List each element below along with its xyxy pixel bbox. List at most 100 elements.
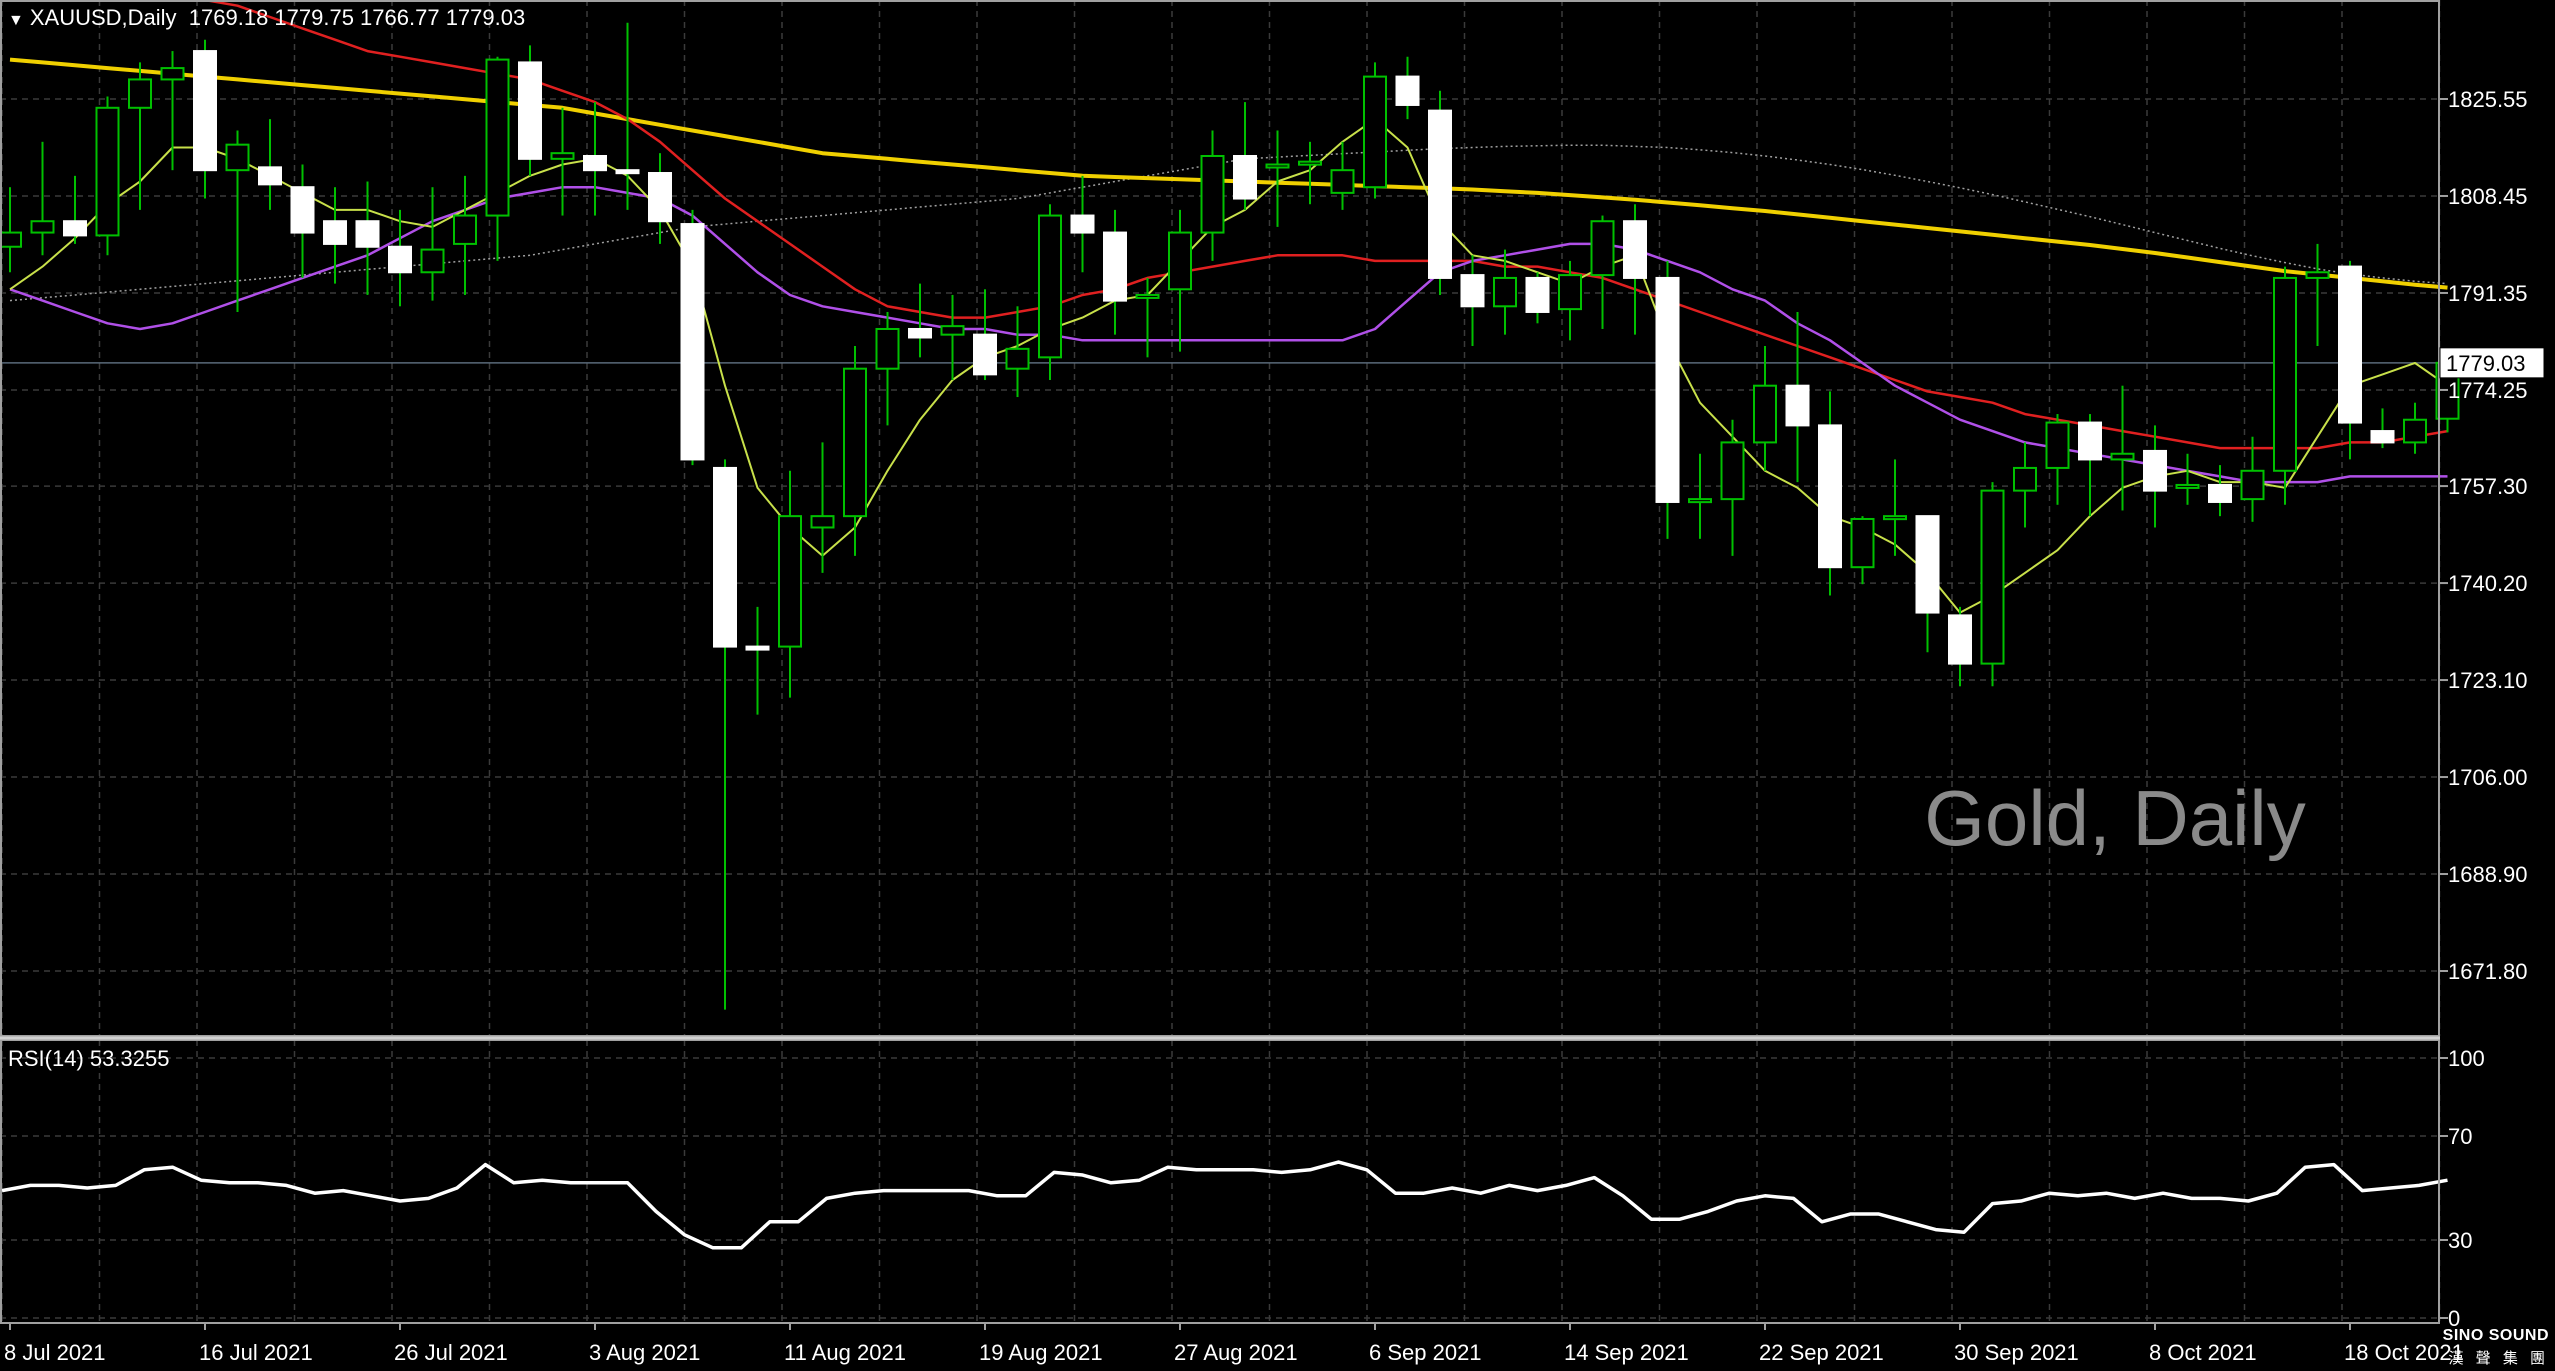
candle-down [388,245,412,274]
candle-down [908,327,932,339]
candle-up [2045,421,2070,469]
candle-up [128,78,152,109]
candle-up [843,367,867,518]
candle-down [2078,421,2102,461]
candle-down [355,220,380,248]
candle-down [713,466,737,648]
price-tick-label: 1791.35 [2448,281,2528,306]
price-tick-label: 1757.30 [2448,474,2528,499]
candle-up [225,143,250,172]
candle-up [1980,489,2005,665]
time-tick-label: 30 Sep 2021 [1954,1340,2079,1365]
time-tick-label: 18 Oct 2021 [2344,1340,2464,1365]
logo-name: SINO SOUND [2442,1327,2549,1344]
candle-up [1688,498,1712,504]
candle-up [778,515,802,648]
time-tick-label: 3 Aug 2021 [589,1340,700,1365]
candle-up [2305,271,2330,279]
candle-down [1233,154,1257,200]
candle-up [2013,466,2037,492]
candle-up [1753,384,1777,444]
dropdown-triangle-icon[interactable]: ▼ [8,12,24,29]
current-price-value: 1779.03 [2446,351,2526,376]
candle-up [1298,160,1322,166]
price-tick-label: 1671.80 [2448,959,2528,984]
candle-up [0,231,22,248]
logo-subtitle: 漢 聲 集 團 [2448,1350,2549,1367]
rsi-series-line [1,1160,2448,1250]
price-axis: 1825.55 1808.45 1791.35 1774.25 1757.30 1740.… [2438,87,2528,984]
ohlc-values: 1769.18 1779.75 1766.77 1779.03 [188,5,526,30]
candle-up [1135,293,1160,299]
time-tick-label: 19 Aug 2021 [979,1340,1103,1365]
candle-down [258,166,282,186]
candle-up [1720,441,1745,501]
price-tick-label: 1825.55 [2448,87,2528,112]
candle-down [2338,265,2362,424]
price-tick-label: 1774.25 [2448,378,2528,403]
candle-up [160,67,185,81]
candle-up [30,220,55,234]
rsi-tick-label: 30 [2448,1228,2472,1253]
candle-up [453,214,477,245]
ma-yellow-line [9,57,2448,290]
candle-up [1330,169,1355,194]
rsi-title: RSI(14) 53.3255 [8,1046,170,1071]
current-price-label: 1779.03 [2439,347,2545,379]
candle-up [1493,276,1517,308]
candle-down [1785,384,1810,427]
candle-up [2240,469,2265,501]
time-tick-label: 16 Jul 2021 [199,1340,313,1365]
candle-down [648,172,672,223]
candle-up [1265,163,1290,169]
candle-up [1005,347,1030,370]
candle-up [485,58,510,217]
rsi-tick-label: 100 [2448,1046,2485,1071]
candle-down [518,61,542,160]
time-tick-label: 11 Aug 2021 [784,1340,906,1365]
rsi-line [1,1160,2448,1250]
ma-purple-line [9,185,2448,484]
candle-down [1623,220,1647,279]
candle-down [745,645,770,651]
price-tick-label: 1706.00 [2448,765,2528,790]
rsi-tick-label: 70 [2448,1124,2472,1149]
price-tick-label: 1723.10 [2448,668,2528,693]
time-tick-label: 22 Sep 2021 [1759,1340,1884,1365]
candle-up [420,248,445,274]
candle-down [973,333,997,376]
candle-down [2208,483,2232,503]
candle-down [63,220,87,237]
candle-up [810,515,835,529]
candle-down [1915,515,1940,614]
ma-dotted-line [9,144,2448,302]
rsi-tick-label: 0 [2448,1306,2460,1331]
time-tick-label: 6 Sep 2021 [1369,1340,1482,1365]
candle-down [583,154,607,172]
price-grid [0,0,2441,1036]
candle-up [1168,231,1192,291]
candle-up [95,106,120,237]
time-tick-label: 8 Jul 2021 [4,1340,106,1365]
candle-down [1460,274,1485,308]
candle-up [2110,452,2135,461]
candle-down [1525,276,1550,313]
ma-fast-line [9,118,2449,614]
watermark-text: Gold, Daily [1924,774,2305,862]
symbol-label: XAUUSD,Daily [29,5,177,30]
candle-up [1200,154,1225,234]
candle-down [680,223,705,461]
candle-down [2370,430,2395,444]
candle-up [1850,517,1875,569]
moving-averages [9,0,2449,614]
price-tick-label: 1808.45 [2448,184,2528,209]
price-tick-label: 1740.20 [2448,571,2528,596]
candle-down [1655,276,1680,503]
candle-down [2143,449,2167,492]
time-tick-label: 27 Aug 2021 [1174,1340,1298,1365]
candle-up [1558,274,1582,311]
candle-down [1395,75,1420,106]
candle-down [615,169,640,175]
